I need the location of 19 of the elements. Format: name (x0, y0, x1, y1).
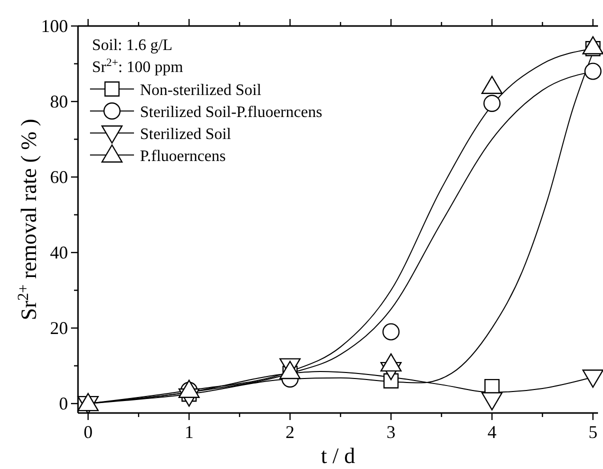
legend-label: Non-sterilized Soil (140, 82, 262, 99)
x-tick-label: 5 (588, 422, 598, 442)
annotation: Soil: 1.6 g/L (92, 37, 172, 54)
x-tick-label: 4 (487, 422, 496, 442)
x-tick-label: 0 (84, 422, 93, 442)
x-tick-label: 3 (386, 422, 396, 442)
y-tick-label: 100 (41, 16, 68, 36)
x-axis-title: t / d (320, 443, 356, 468)
legend-label: Sterilized Soil-P.fluoerncens (140, 104, 322, 121)
y-tick-label: 60 (50, 167, 68, 188)
legend-label: Sterilized Soil (140, 126, 232, 143)
y-tick-label: 80 (50, 92, 68, 112)
x-tick-label: 1 (184, 422, 194, 442)
legend-label: P.fluoerncens (140, 148, 226, 165)
x-tick-label: 2 (286, 422, 295, 442)
annotation: Sr$^{2+}$: 100 ppm (92, 57, 184, 76)
y-tick-label: 20 (50, 318, 68, 338)
y-tick-label: 0 (59, 394, 68, 414)
y-tick-label: 40 (50, 242, 68, 263)
